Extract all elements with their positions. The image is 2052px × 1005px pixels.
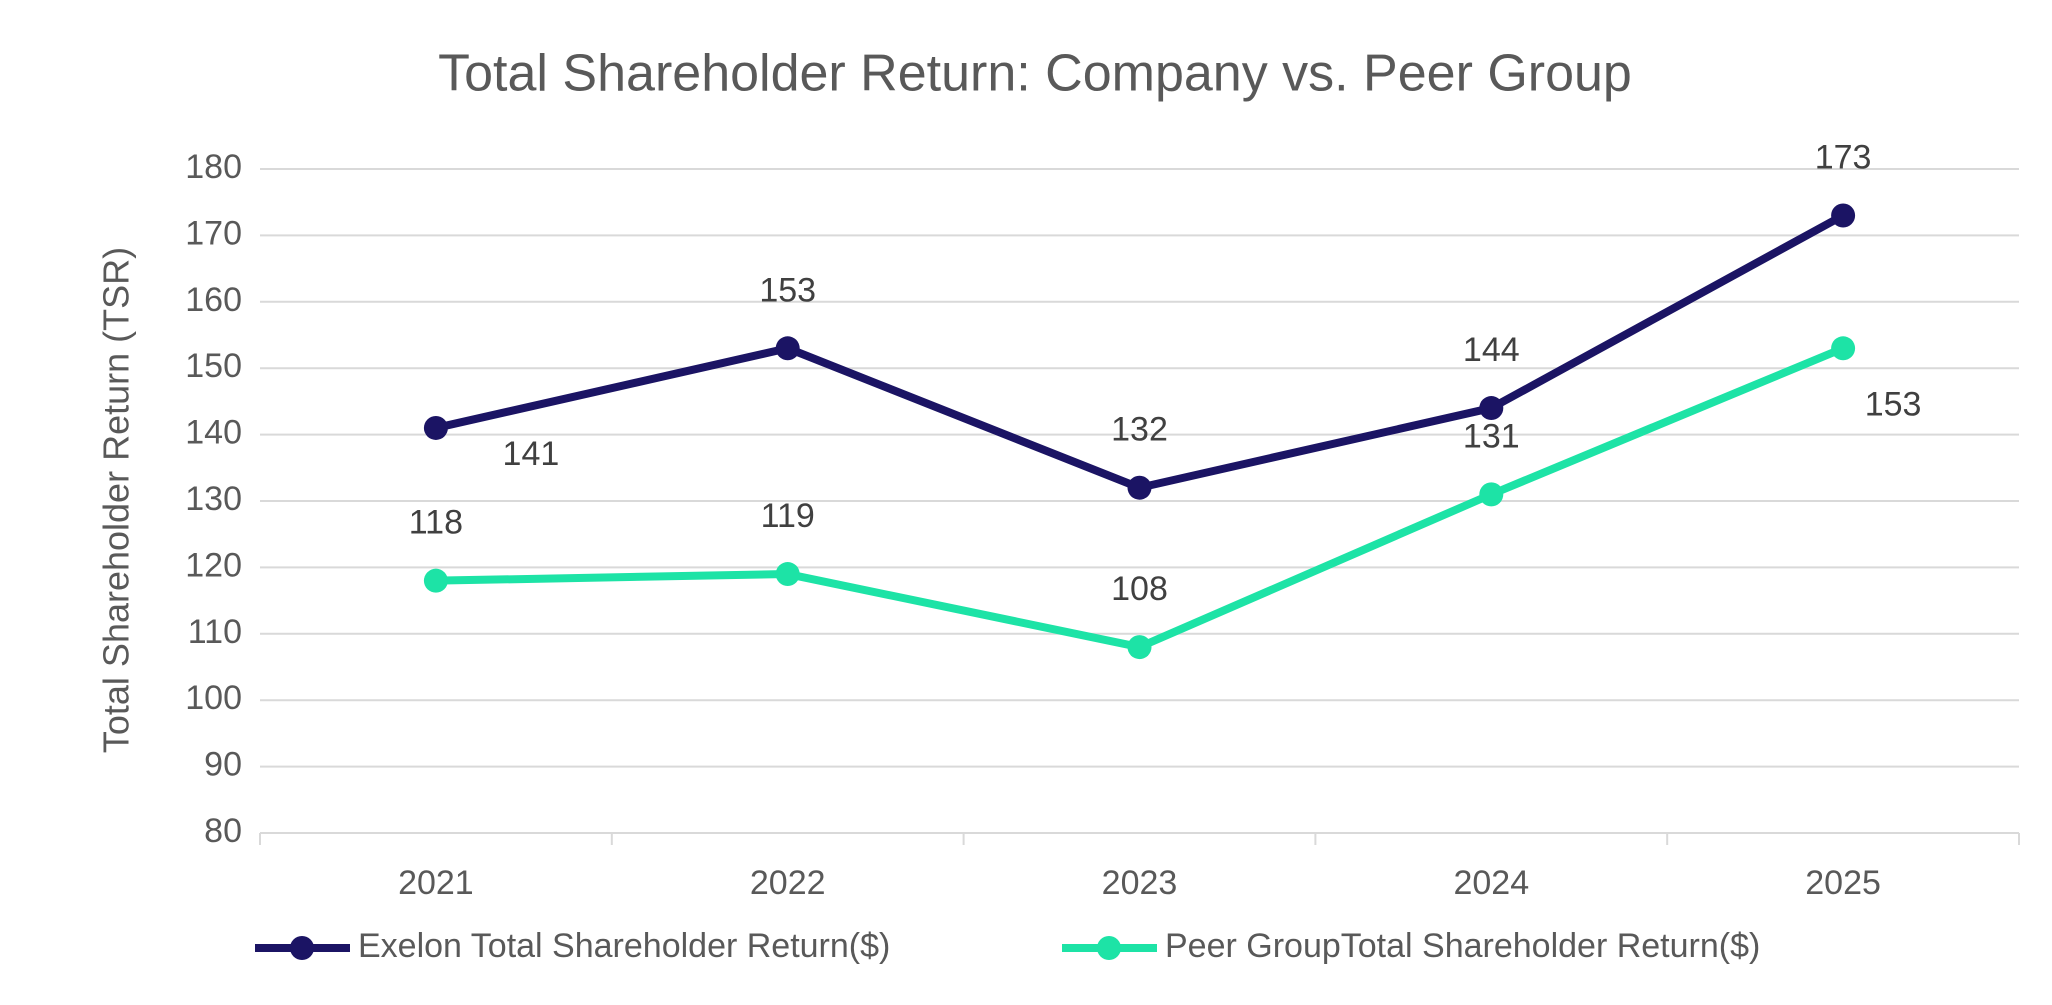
legend-marker [1097, 936, 1121, 960]
y-tick-label: 120 [185, 546, 242, 584]
data-label: 141 [503, 435, 560, 473]
legend-label: Peer GroupTotal Shareholder Return($) [1165, 927, 1760, 965]
data-label: 118 [409, 504, 463, 542]
y-tick-label: 130 [185, 480, 242, 518]
data-label: 132 [1111, 411, 1168, 449]
x-tick-label: 2021 [398, 864, 474, 902]
x-tick-label: 2025 [1805, 864, 1881, 902]
y-tick-label: 170 [185, 214, 242, 252]
data-label: 131 [1463, 417, 1520, 455]
x-tick-label: 2023 [1102, 864, 1178, 902]
data-point [1127, 475, 1152, 500]
data-label: 119 [761, 497, 815, 535]
data-label: 173 [1815, 138, 1872, 176]
data-point [1479, 396, 1504, 421]
y-axis-title: Total Shareholder Return (TSR) [96, 247, 137, 753]
data-point [423, 415, 448, 440]
data-point [1127, 635, 1152, 660]
legend-label: Exelon Total Shareholder Return($) [358, 927, 890, 965]
data-label: 144 [1463, 331, 1520, 369]
data-point [775, 336, 800, 361]
x-tick-label: 2024 [1453, 864, 1529, 902]
legend-marker [290, 936, 314, 960]
data-point [1831, 203, 1856, 228]
y-tick-label: 150 [185, 347, 242, 385]
data-label: 108 [1111, 570, 1168, 608]
y-tick-label: 140 [185, 414, 242, 452]
y-tick-label: 110 [188, 613, 242, 651]
data-label: 153 [759, 271, 816, 309]
y-tick-label: 160 [185, 281, 242, 319]
y-tick-label: 100 [185, 679, 242, 717]
data-point [775, 562, 800, 587]
y-tick-label: 80 [204, 812, 242, 850]
y-tick-label: 90 [204, 746, 242, 784]
chart-title: Total Shareholder Return: Company vs. Pe… [438, 45, 1632, 103]
data-point [423, 568, 448, 593]
data-point [1479, 482, 1504, 507]
y-tick-label: 180 [185, 148, 242, 186]
x-tick-label: 2022 [750, 864, 826, 902]
data-point [1831, 336, 1856, 361]
data-label: 153 [1865, 385, 1922, 423]
